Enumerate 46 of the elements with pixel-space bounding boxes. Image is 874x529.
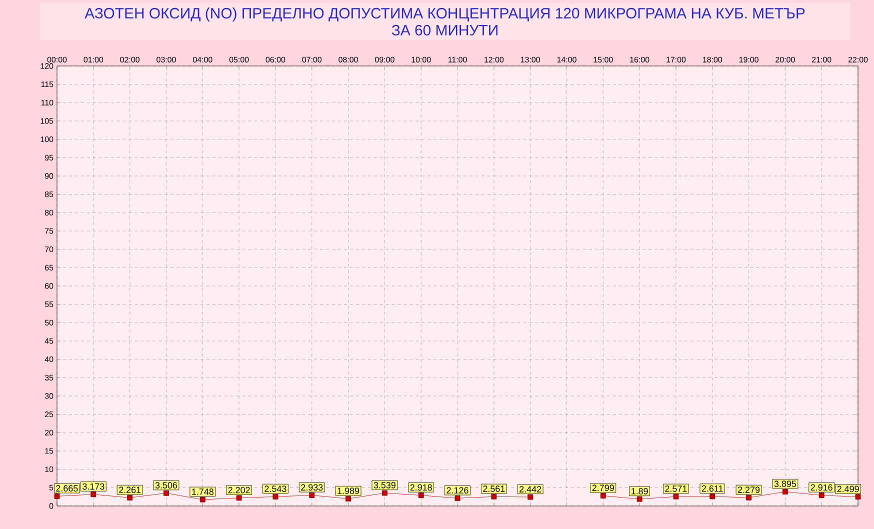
data-label: 2.611	[702, 485, 723, 492]
point	[236, 495, 242, 501]
data-label: 2.933	[301, 484, 323, 491]
data-label: 3.173	[82, 483, 104, 490]
point	[418, 492, 424, 498]
point	[272, 494, 278, 500]
data-label: 2.261	[119, 486, 141, 494]
data-label: 1.748	[192, 488, 214, 495]
point	[491, 494, 497, 500]
point	[782, 489, 788, 494]
point	[818, 492, 824, 498]
point	[454, 496, 460, 501]
data-label: 1.89	[632, 488, 648, 494]
point	[200, 496, 206, 502]
data-label: 2.571	[665, 486, 687, 492]
data-label: 2.126	[446, 487, 468, 494]
point	[54, 494, 60, 499]
data-label: 2.916	[810, 484, 832, 491]
data-label: 2.665	[56, 485, 78, 492]
point	[346, 496, 351, 502]
point	[309, 492, 315, 498]
data-label: 2.442	[520, 486, 542, 492]
data-label: 2.543	[264, 486, 286, 492]
point	[673, 494, 679, 500]
point	[382, 490, 388, 496]
point	[600, 493, 606, 498]
point	[164, 490, 169, 496]
point	[746, 494, 752, 500]
data-label: 3.895	[774, 480, 796, 488]
data-label: 2.918	[410, 484, 432, 491]
chart-subtitle: ЗА 60 МИНУТИ	[392, 24, 498, 36]
point	[127, 495, 133, 500]
data-label: 1.989	[338, 488, 360, 494]
point	[90, 492, 96, 498]
point	[528, 494, 534, 500]
chart-title: АЗОТЕН ОКСИД (NO) ПРЕДЕЛНО ДОПУСТИМА КОНЦЕНТРАЦИЯ 120 МИКРОГРАМА НА КУБ. МЕТЪР	[84, 8, 805, 22]
point	[855, 494, 861, 500]
data-label: 2.799	[592, 484, 614, 492]
data-label: 2.499	[837, 486, 859, 492]
data-label: 2.561	[483, 486, 505, 492]
data-label: 3.506	[155, 482, 178, 488]
data-label: 3.539	[374, 482, 396, 488]
data-label: 2.202	[228, 486, 250, 494]
data-label: 2.279	[738, 486, 760, 493]
point	[710, 494, 716, 500]
point	[636, 496, 642, 502]
